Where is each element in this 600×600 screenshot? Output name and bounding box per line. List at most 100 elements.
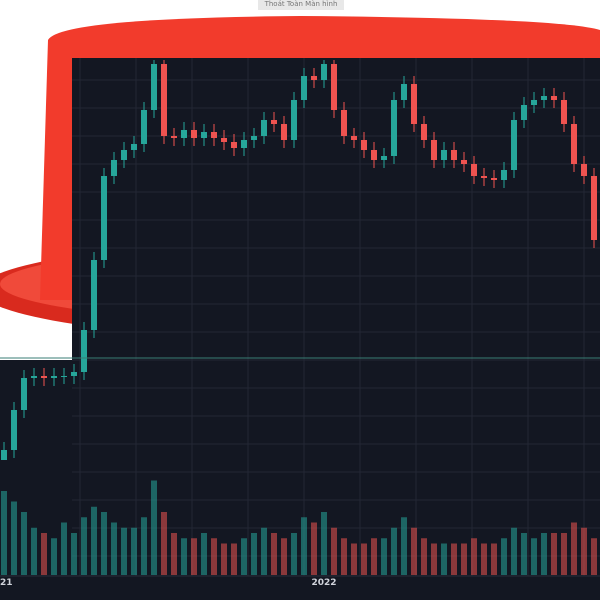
candle-body	[221, 138, 227, 142]
candle-body	[471, 164, 477, 176]
candle-body	[251, 136, 257, 140]
volume-bar	[311, 522, 317, 575]
volume-bar	[211, 538, 217, 575]
candle-body	[491, 178, 497, 180]
candle-body	[131, 144, 137, 150]
candle-body	[521, 105, 527, 120]
candle-body	[321, 64, 327, 80]
volume-bar	[201, 533, 207, 575]
candle-body	[311, 76, 317, 80]
white-block-edge	[0, 358, 72, 360]
volume-bar	[281, 538, 287, 575]
volume-bar	[321, 512, 327, 575]
candle-body	[161, 64, 167, 136]
volume-bar	[331, 527, 337, 575]
candle-body	[431, 140, 437, 160]
volume-bar	[561, 533, 567, 575]
volume-bar	[71, 533, 77, 575]
volume-bar	[501, 538, 507, 575]
candle-body	[391, 100, 397, 156]
candle-body	[551, 96, 557, 100]
volume-bar	[31, 527, 37, 575]
candle-body	[201, 132, 207, 138]
plot	[1, 60, 597, 575]
volume-bar	[401, 517, 407, 575]
candle-body	[561, 100, 567, 124]
volume-bar	[181, 538, 187, 575]
caption: Thoát Toàn Màn hình	[264, 0, 338, 8]
candle-body	[511, 120, 517, 170]
candle-body	[211, 132, 217, 138]
candle-body	[361, 140, 367, 150]
volume-bar	[341, 538, 347, 575]
candle-body	[61, 376, 67, 377]
volume-bar	[61, 522, 67, 575]
candle-body	[531, 100, 537, 105]
caption-tab	[258, 0, 344, 10]
volume-bar	[451, 543, 457, 575]
volume-bar	[1, 491, 7, 575]
volume-bar	[361, 543, 367, 575]
volume-bar	[531, 538, 537, 575]
candle-body	[11, 410, 17, 450]
volume-bar	[171, 533, 177, 575]
volume-bar	[121, 527, 127, 575]
candle-body	[501, 170, 507, 180]
volume-bar	[301, 517, 307, 575]
candle-body	[351, 136, 357, 140]
volume-bar	[411, 527, 417, 575]
candle-body	[401, 84, 407, 100]
candle-body	[41, 376, 47, 378]
volume-bar	[371, 538, 377, 575]
candle-body	[301, 76, 307, 100]
time-axis	[0, 576, 600, 600]
candle-body	[461, 160, 467, 164]
candle-body	[411, 84, 417, 124]
volume-bar	[291, 533, 297, 575]
volume-bar	[91, 506, 97, 575]
candle-body	[111, 160, 117, 176]
candle-body	[451, 150, 457, 160]
candle-body	[381, 156, 387, 160]
volume-bar	[431, 543, 437, 575]
volume-bar	[51, 538, 57, 575]
candle-body	[241, 140, 247, 148]
volume-bar	[461, 543, 467, 575]
volume-bar	[251, 533, 257, 575]
candle-body	[281, 124, 287, 140]
volume-bar	[241, 538, 247, 575]
candle-body	[341, 110, 347, 136]
volume-bar	[271, 533, 277, 575]
candle-body	[81, 330, 87, 372]
volume-bar	[521, 533, 527, 575]
volume-bar	[491, 543, 497, 575]
candle-body	[541, 96, 547, 100]
candle-body	[371, 150, 377, 160]
volume-bar	[511, 527, 517, 575]
candle-body	[121, 150, 127, 160]
volume-bar	[421, 538, 427, 575]
volume-bar	[11, 501, 17, 575]
volume-bar	[351, 543, 357, 575]
candle-body	[581, 164, 587, 176]
candle-body	[331, 64, 337, 110]
candle-body	[101, 176, 107, 260]
candle-body	[481, 176, 487, 178]
candle-body	[591, 176, 597, 240]
candle-body	[191, 130, 197, 138]
candle-body	[1, 450, 7, 460]
candle-body	[261, 120, 267, 136]
volume-bar	[131, 527, 137, 575]
candle-body	[571, 124, 577, 164]
volume-bar	[101, 512, 107, 575]
volume-bar	[581, 527, 587, 575]
volume-bar	[41, 533, 47, 575]
volume-bar	[151, 480, 157, 575]
volume-bar	[141, 517, 147, 575]
volume-bar	[221, 543, 227, 575]
volume-bar	[391, 527, 397, 575]
volume-bar	[471, 538, 477, 575]
volume-bar	[161, 512, 167, 575]
x-tick-label: 21	[0, 578, 13, 588]
